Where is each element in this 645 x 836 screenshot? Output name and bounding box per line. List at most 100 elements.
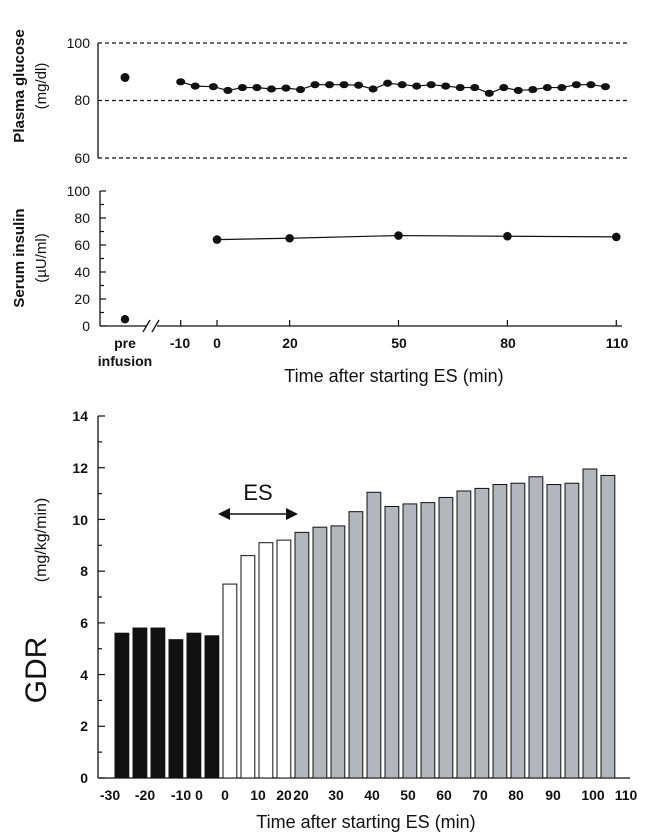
- gdr-ytick-0: 0: [80, 770, 88, 786]
- glucose-point: [528, 85, 538, 94]
- gdr-xtick-70: 70: [472, 787, 488, 803]
- glucose-yunit: (mg/dl): [33, 63, 50, 110]
- glucose-point: [325, 81, 335, 89]
- gdr-bar-basal: [204, 635, 220, 779]
- insulin-point: [612, 232, 621, 242]
- glucose-point: [237, 83, 247, 92]
- glucose-point: [426, 81, 436, 89]
- gdr-bar-post: [564, 482, 580, 779]
- gdr-bar-basal: [150, 627, 166, 779]
- glucose-point: [586, 81, 596, 89]
- glucose-pre-point: [120, 73, 130, 82]
- glucose-point: [383, 79, 393, 87]
- es-arrow-left-head: [218, 508, 230, 520]
- gdr-bar-post: [600, 474, 616, 779]
- insulin-ytick-20: 20: [74, 291, 90, 307]
- gdr-bar-post: [294, 531, 310, 779]
- gdr-bar-basal: [132, 627, 148, 779]
- gdr-ytick-4: 4: [80, 667, 88, 683]
- gdr-ylabel: GDR: [20, 637, 53, 704]
- glucose-point: [295, 85, 305, 94]
- gdr-ytick-10: 10: [72, 512, 88, 528]
- gdr-xtick-100: 100: [581, 787, 605, 803]
- gdr-bar-post: [582, 468, 598, 779]
- glucose-point: [208, 83, 218, 91]
- insulin-xtick-110: 110: [606, 335, 629, 351]
- gdr-bar-post: [312, 526, 328, 779]
- gdr-ytick-8: 8: [80, 563, 88, 579]
- insulin-xtick-0: 0: [213, 335, 221, 351]
- insulin-xtick-80: 80: [500, 335, 516, 351]
- insulin-series-line: [216, 234, 617, 241]
- gdr-bar-post: [528, 476, 544, 779]
- gdr-bar-post: [510, 482, 526, 779]
- gdr-bar-basal: [114, 632, 130, 779]
- glucose-point: [484, 89, 494, 97]
- gdr-bar-es: [222, 583, 238, 779]
- glucose-point: [176, 78, 186, 86]
- gdr-xtick-30: 30: [328, 787, 344, 803]
- insulin-ytick-60: 60: [74, 237, 90, 253]
- gdr-bar-post: [546, 484, 562, 779]
- glucose-point: [397, 81, 407, 89]
- axis-break-mark-1: [142, 319, 151, 333]
- insulin-ytick-40: 40: [74, 264, 90, 280]
- insulin-point: [503, 231, 512, 241]
- xtick-pre: pre: [114, 335, 136, 351]
- glucose-point: [339, 81, 349, 89]
- glucose-point: [412, 82, 422, 90]
- gdr-xtick-minus30: -30: [100, 787, 120, 803]
- gdr-bar-basal: [168, 639, 184, 779]
- glucose-ytick-80: 80: [74, 92, 90, 108]
- glucose-point: [470, 83, 480, 92]
- gdr-ytick-6: 6: [80, 615, 88, 631]
- glucose-point: [354, 81, 364, 89]
- gdr-ytick-2: 2: [80, 718, 88, 734]
- insulin-point: [212, 235, 222, 244]
- gdr-xtick-110: 110: [615, 787, 638, 803]
- glucose-ytick-60: 60: [74, 150, 90, 166]
- insulin-xtick-minus10: -10: [170, 335, 190, 351]
- gdr-xtick-0b: 0: [221, 787, 229, 803]
- gdr-xtick-90: 90: [545, 787, 561, 803]
- axis-break-mark-2: [151, 319, 160, 333]
- gdr-bar-post: [384, 506, 400, 779]
- gdr-xtick-50: 50: [400, 787, 416, 803]
- gdr-xtick-80: 80: [508, 787, 524, 803]
- glucose-point: [281, 84, 291, 92]
- gdr-bar-post: [402, 503, 418, 779]
- glucose-point: [600, 83, 610, 91]
- glucose-panel: Plasma glucose (mg/dl) 100 80 60: [11, 29, 628, 166]
- gdr-bar-post: [330, 525, 346, 779]
- gdr-ytick-12: 12: [72, 460, 88, 476]
- insulin-xlabel: Time after starting ES (min): [284, 366, 503, 386]
- glucose-ytick-100: 100: [67, 35, 91, 51]
- gdr-xtick-20b: 20: [293, 787, 309, 803]
- glucose-point: [368, 85, 378, 93]
- glucose-point: [266, 85, 276, 93]
- gdr-bar-post: [492, 484, 508, 779]
- insulin-xtick-50: 50: [391, 335, 407, 351]
- gdr-bar-post: [456, 490, 472, 779]
- insulin-ytick-100: 100: [67, 183, 91, 199]
- glucose-point: [513, 86, 523, 95]
- es-arrow-right-head: [286, 508, 298, 520]
- insulin-ytick-80: 80: [74, 210, 90, 226]
- glucose-point: [252, 83, 262, 92]
- glucose-point: [310, 81, 320, 89]
- glucose-point: [557, 83, 567, 92]
- insulin-xtick-20: 20: [282, 335, 298, 351]
- insulin-yunit: (µU/ml): [33, 233, 50, 282]
- es-annotation-label: ES: [243, 480, 272, 505]
- gdr-xtick-minus10: -10: [171, 787, 191, 803]
- gdr-bar-post: [348, 511, 364, 779]
- glucose-point: [571, 81, 581, 89]
- insulin-pre-point: [120, 315, 130, 324]
- gdr-bar-es: [240, 555, 256, 779]
- glucose-point: [223, 86, 233, 95]
- gdr-yunit: (mg/kg/min): [33, 498, 50, 582]
- gdr-ytick-14: 14: [72, 408, 88, 424]
- gdr-bar-basal: [186, 632, 202, 779]
- insulin-ytick-0: 0: [82, 318, 90, 334]
